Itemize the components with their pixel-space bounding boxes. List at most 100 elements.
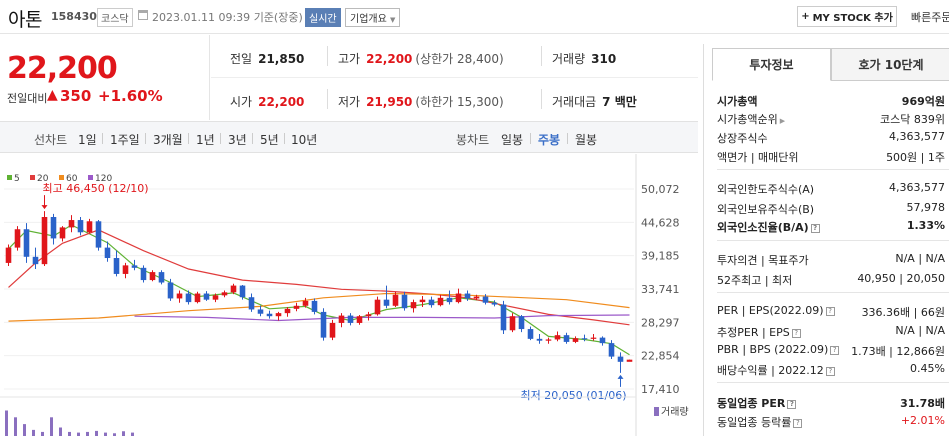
candle-body bbox=[455, 293, 462, 303]
candle-body bbox=[365, 314, 372, 317]
info-row-value: 31.78배 bbox=[900, 397, 945, 410]
quick-order-link[interactable]: 빠른주문 bbox=[911, 11, 949, 24]
info-row: 투자의견 | 목표주가 N/A | N/A bbox=[717, 252, 949, 268]
y-tick-label: 33,741 bbox=[641, 283, 680, 296]
candle-body bbox=[464, 293, 471, 299]
volume-bar bbox=[104, 432, 107, 436]
info-row-value: +2.01% bbox=[900, 414, 945, 427]
info-row: 52주최고 | 최저 40,950 | 20,050 bbox=[717, 272, 949, 288]
tab-order-book[interactable]: 호가 10단계 bbox=[831, 48, 949, 81]
y-tick-label: 50,072 bbox=[641, 183, 680, 196]
candle-body bbox=[482, 296, 489, 303]
ma-legend-swatch bbox=[59, 175, 64, 180]
volume-bar bbox=[23, 424, 26, 436]
candle-body bbox=[437, 297, 444, 306]
candle-body bbox=[86, 221, 93, 233]
candle-body bbox=[491, 302, 498, 305]
max-marker-arrow bbox=[41, 205, 48, 210]
info-row-label: 동일업종 PER? bbox=[717, 395, 797, 411]
period-1y[interactable]: 1년 bbox=[196, 133, 215, 147]
volume-bar bbox=[50, 417, 53, 436]
info-row: 시가총액 969억원 bbox=[717, 93, 949, 109]
info-row-label: PBR | BPS (2022.09)? bbox=[717, 343, 840, 356]
period-1d[interactable]: 1일 bbox=[78, 133, 97, 147]
y-tick-label: 28,297 bbox=[641, 316, 680, 329]
realtime-button[interactable]: 실시간 bbox=[305, 8, 341, 27]
ma-60-line bbox=[8, 292, 630, 322]
info-row-value: 1.73배 | 12,866원 bbox=[851, 345, 945, 358]
info-row-label: 액면가 | 매매단위 bbox=[717, 151, 799, 164]
candle-daily[interactable]: 일봉 bbox=[501, 133, 524, 147]
ma-legend-swatch bbox=[7, 175, 12, 180]
help-icon[interactable]: ? bbox=[793, 418, 803, 428]
candle-body bbox=[50, 216, 57, 239]
candle-body bbox=[131, 265, 138, 268]
candle-body bbox=[527, 329, 534, 339]
period-3m[interactable]: 3개월 bbox=[153, 133, 183, 147]
candle-body bbox=[320, 311, 327, 338]
help-icon[interactable]: ? bbox=[791, 328, 801, 338]
volume-bar bbox=[32, 429, 35, 436]
help-icon[interactable]: ? bbox=[830, 345, 840, 355]
info-row: 추정PER | EPS? N/A | N/A bbox=[717, 324, 949, 340]
min-marker-arrow bbox=[617, 374, 624, 379]
candle-weekly[interactable]: 주봉 bbox=[538, 133, 561, 147]
candle-body bbox=[5, 247, 12, 263]
price-chart[interactable]: 50,072 44,628 39,185 33,741 28,297 22,854 17,4… bbox=[0, 154, 698, 436]
info-row: 시가총액순위 ▶ 코스닥 839위 bbox=[717, 111, 949, 127]
info-divider bbox=[717, 240, 949, 241]
help-icon[interactable]: ? bbox=[810, 223, 820, 233]
candle-body bbox=[428, 299, 435, 306]
candle-body bbox=[581, 338, 588, 340]
tab-investment-info[interactable]: 투자정보 bbox=[712, 48, 831, 81]
y-tick-label: 44,628 bbox=[641, 216, 680, 229]
trade-amount: 거래대금 7 백만 bbox=[552, 95, 637, 109]
candle-body bbox=[563, 335, 570, 342]
candle-body bbox=[104, 247, 111, 259]
info-row: 외국인한도주식수(A) 4,363,577 bbox=[717, 181, 949, 197]
candle-monthly[interactable]: 월봉 bbox=[575, 133, 598, 147]
candle-body bbox=[248, 297, 255, 310]
info-row: 배당수익률 | 2022.12? 0.45% bbox=[717, 362, 949, 378]
candle-body bbox=[302, 300, 309, 306]
candle-chart-label: 봉차트 bbox=[456, 133, 490, 147]
volume-label: 거래량 bbox=[661, 406, 689, 418]
ma-legend-label: 120 bbox=[95, 174, 112, 184]
help-icon[interactable]: ? bbox=[787, 399, 797, 409]
candle-body bbox=[293, 305, 300, 309]
candle-body bbox=[14, 229, 21, 248]
info-row-label: 시가총액 bbox=[717, 95, 758, 108]
candle-body bbox=[518, 316, 525, 330]
stock-name: 아톤 bbox=[8, 9, 42, 31]
candle-body bbox=[356, 316, 363, 323]
info-row-value: 코스닥 839위 bbox=[880, 113, 945, 126]
candle-body bbox=[392, 294, 399, 306]
candle-body bbox=[545, 339, 552, 341]
ma-legend-swatch bbox=[88, 175, 93, 180]
ma-120-line bbox=[134, 314, 630, 322]
period-1w[interactable]: 1주일 bbox=[110, 133, 140, 147]
plus-icon: + bbox=[801, 11, 810, 22]
period-5y[interactable]: 5년 bbox=[260, 133, 279, 147]
company-overview-button[interactable]: 기업개요 ▼ bbox=[345, 8, 401, 27]
info-row: 외국인소진율(B/A)? 1.33% bbox=[717, 219, 949, 235]
candle-body bbox=[500, 304, 507, 331]
chart-toolbar: 선차트 1일 1주일 3개월 1년 3년 5년 10년 봉차트 일봉 주봉 월봉 bbox=[0, 121, 698, 153]
candle-body bbox=[275, 313, 282, 317]
info-row-value: 40,950 | 20,050 bbox=[857, 272, 945, 285]
candle-body bbox=[203, 293, 210, 300]
add-mystock-button[interactable]: + MY STOCK 추가 bbox=[797, 6, 897, 27]
candle-body bbox=[59, 227, 66, 239]
candle-body bbox=[167, 282, 174, 299]
rank-arrow-icon[interactable]: ▶ bbox=[779, 117, 786, 125]
candle-body bbox=[266, 313, 273, 317]
period-10y[interactable]: 10년 bbox=[291, 133, 318, 147]
help-icon[interactable]: ? bbox=[825, 366, 835, 376]
candlestick-chart-svg[interactable]: 50,072 44,628 39,185 33,741 28,297 22,854 17,4… bbox=[0, 154, 698, 436]
stock-header: 아톤 158430 코스닥 2023.01.11 09:39 기준(장중) 실시… bbox=[0, 0, 949, 34]
period-3y[interactable]: 3년 bbox=[228, 133, 247, 147]
line-chart-label: 선차트 bbox=[34, 133, 68, 147]
help-icon[interactable]: ? bbox=[825, 306, 835, 316]
info-row-label: 시가총액순위 ▶ bbox=[717, 113, 786, 126]
change-value: 350 bbox=[60, 87, 92, 105]
